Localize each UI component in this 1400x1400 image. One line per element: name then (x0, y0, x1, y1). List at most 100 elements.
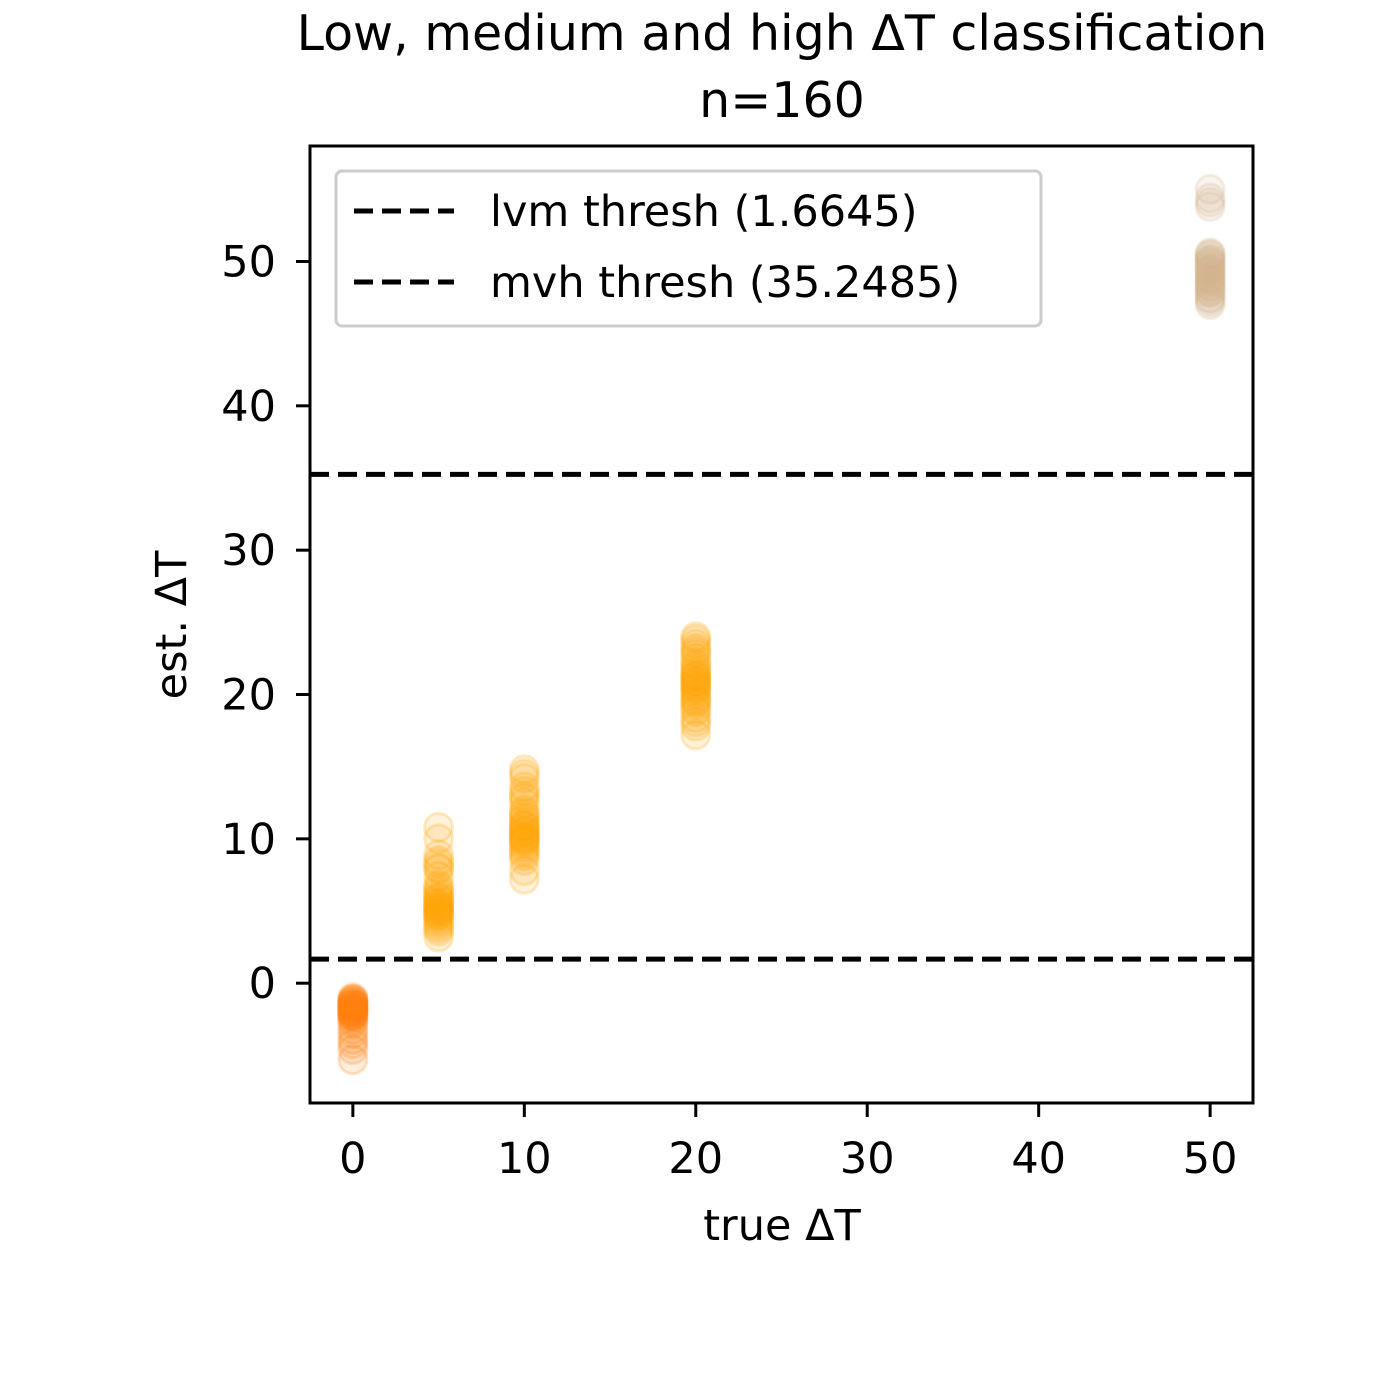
scatter-point (337, 985, 369, 1017)
scatter-point (1194, 240, 1226, 272)
scatter-point (1194, 256, 1226, 288)
scatter-point (1194, 182, 1226, 214)
scatter-point (423, 839, 455, 871)
scatter-point (337, 983, 369, 1015)
scatter-point (337, 995, 369, 1027)
scatter-point (508, 780, 540, 812)
scatter-point (680, 679, 712, 711)
plot-frame (308, 144, 1255, 1105)
scatter-point (680, 684, 712, 716)
scatter-points (337, 173, 1226, 1076)
y-axis: 0 10 20 30 40 50 (221, 237, 310, 1009)
scatter-point (680, 686, 712, 718)
scatter-point (337, 986, 369, 1018)
scatter-point (1194, 289, 1226, 321)
scatter-point (423, 853, 455, 885)
scatter-point (423, 875, 455, 907)
scatter-point (423, 898, 455, 930)
scatter-point (1194, 173, 1226, 205)
scatter-point (508, 775, 540, 807)
scatter-point (423, 860, 455, 892)
x-axis: 0 10 20 30 40 50 (339, 1103, 1237, 1184)
scatter-point (508, 754, 540, 786)
scatter-point (680, 693, 712, 725)
scatter-point (337, 1044, 369, 1076)
scatter-point (423, 872, 455, 904)
scatter-point (508, 855, 540, 887)
scatter-point (680, 638, 712, 670)
scatter-point (423, 921, 455, 953)
scatter-point (680, 632, 712, 664)
scatter-point (337, 1028, 369, 1060)
scatter-point (337, 999, 369, 1031)
scatter-point (1194, 269, 1226, 301)
legend-label-mvh-thresh: mvh thresh (35.2485) (490, 258, 960, 308)
scatter-point (680, 655, 712, 687)
scatter-point (423, 891, 455, 923)
scatter-point (680, 650, 712, 682)
scatter-point (508, 771, 540, 803)
scatter-point (680, 706, 712, 738)
x-tick-label: 0 (339, 1134, 366, 1184)
scatter-point (680, 624, 712, 656)
scatter-point (423, 899, 455, 931)
scatter-point (1194, 282, 1226, 314)
scatter-point (337, 1023, 369, 1055)
scatter-point (337, 998, 369, 1030)
scatter-point (423, 878, 455, 910)
x-tick-label: 10 (497, 1134, 552, 1184)
scatter-point (337, 990, 369, 1022)
scatter-point (1194, 245, 1226, 277)
scatter-point (423, 869, 455, 901)
chart-subtitle: n=160 (699, 72, 865, 129)
scatter-point (423, 894, 455, 926)
scatter-point (337, 1002, 369, 1034)
y-axis-label: est. ΔT (147, 550, 197, 699)
threshold-lines (310, 471, 1253, 962)
scatter-point (508, 832, 540, 864)
scatter-point (337, 990, 369, 1022)
scatter-point (508, 811, 540, 843)
scatter-point (423, 852, 455, 884)
plot-area (310, 173, 1253, 1076)
scatter-point (1194, 283, 1226, 315)
scatter-point (680, 671, 712, 703)
scatter-point (337, 1008, 369, 1040)
x-tick-label: 50 (1183, 1134, 1238, 1184)
scatter-point (1194, 191, 1226, 223)
scatter-point (1194, 257, 1226, 289)
scatter-point (337, 992, 369, 1024)
scatter-point (680, 661, 712, 693)
scatter-point (508, 800, 540, 832)
scatter-point (337, 995, 369, 1027)
scatter-point (337, 999, 369, 1031)
scatter-point (680, 667, 712, 699)
scatter-point (337, 996, 369, 1028)
y-tick-label: 30 (221, 526, 276, 576)
scatter-point (680, 689, 712, 721)
scatter-point (423, 881, 455, 913)
scatter-point (1194, 244, 1226, 276)
scatter-point (680, 635, 712, 667)
scatter-point (680, 673, 712, 705)
scatter-point (508, 820, 540, 852)
scatter-point (423, 823, 455, 855)
x-tick-label: 20 (668, 1134, 723, 1184)
y-tick-label: 0 (249, 959, 276, 1009)
scatter-point (337, 1005, 369, 1037)
scatter-point (1194, 253, 1226, 285)
scatter-point (508, 816, 540, 848)
scatter-point (508, 787, 540, 819)
scatter-point (1194, 247, 1226, 279)
scatter-point (680, 719, 712, 751)
scatter-point (508, 803, 540, 835)
scatter-point (508, 824, 540, 856)
scatter-point (508, 863, 540, 895)
scatter-point (508, 806, 540, 838)
scatter-point (423, 915, 455, 947)
scatter-point (337, 989, 369, 1021)
scatter-point (337, 985, 369, 1017)
scatter-point (423, 811, 455, 843)
x-axis-label: true ΔT (703, 1201, 861, 1251)
